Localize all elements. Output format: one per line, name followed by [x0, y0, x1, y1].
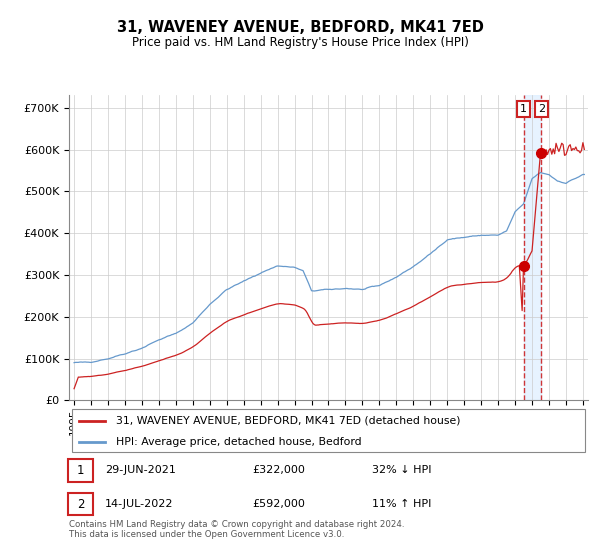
Text: 1: 1: [77, 464, 84, 477]
Text: 2: 2: [77, 497, 84, 511]
Text: 2: 2: [538, 104, 545, 114]
Text: £322,000: £322,000: [252, 465, 305, 475]
Text: 29-JUN-2021: 29-JUN-2021: [105, 465, 176, 475]
Text: 11% ↑ HPI: 11% ↑ HPI: [372, 499, 431, 509]
Text: 1: 1: [520, 104, 527, 114]
Text: 31, WAVENEY AVENUE, BEDFORD, MK41 7ED (detached house): 31, WAVENEY AVENUE, BEDFORD, MK41 7ED (d…: [116, 416, 460, 426]
Text: Contains HM Land Registry data © Crown copyright and database right 2024.
This d: Contains HM Land Registry data © Crown c…: [69, 520, 404, 539]
Text: Price paid vs. HM Land Registry's House Price Index (HPI): Price paid vs. HM Land Registry's House …: [131, 36, 469, 49]
Text: HPI: Average price, detached house, Bedford: HPI: Average price, detached house, Bedf…: [116, 437, 361, 447]
FancyBboxPatch shape: [71, 409, 586, 452]
Bar: [524, 95, 541, 400]
Text: 31, WAVENEY AVENUE, BEDFORD, MK41 7ED: 31, WAVENEY AVENUE, BEDFORD, MK41 7ED: [116, 20, 484, 35]
Text: 14-JUL-2022: 14-JUL-2022: [105, 499, 173, 509]
Text: £592,000: £592,000: [252, 499, 305, 509]
Text: 32% ↓ HPI: 32% ↓ HPI: [372, 465, 431, 475]
